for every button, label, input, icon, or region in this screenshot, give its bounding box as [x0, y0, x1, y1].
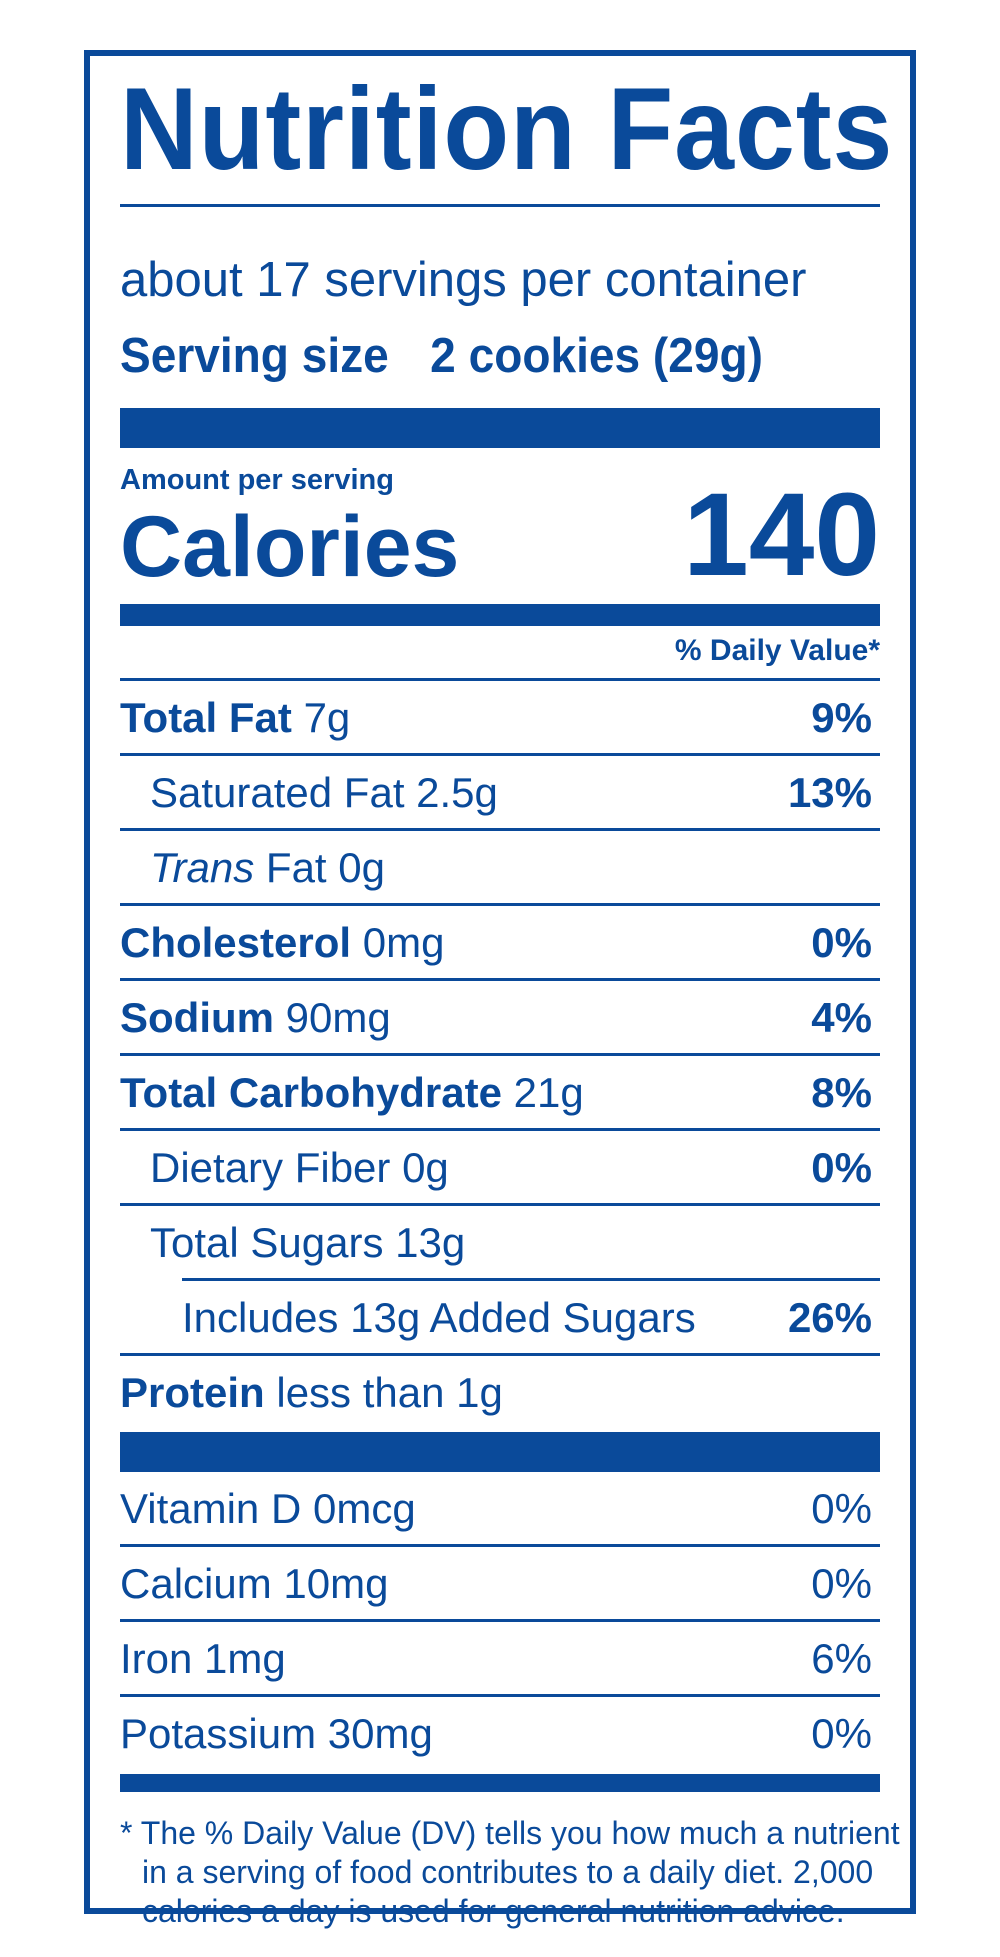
footnote-line: in a serving of food contributes to a da…	[142, 1854, 874, 1891]
row-divider	[120, 1203, 880, 1206]
daily-value-percent: 0%	[811, 1560, 872, 1607]
vitamin-name: Calcium 10mg	[120, 1560, 389, 1607]
nutrient-name: Trans Fat 0g	[150, 844, 385, 891]
vitamin-name: Vitamin D 0mcg	[120, 1485, 416, 1532]
medium-divider	[120, 1774, 880, 1792]
daily-value-percent: 26%	[787, 1294, 872, 1341]
daily-value-percent: 0%	[811, 1144, 872, 1191]
nutrient-row-total-carbohydrate: Total Carbohydrate 21g 8%	[120, 1056, 880, 1131]
amount-per-serving: Amount per serving	[120, 464, 394, 496]
daily-value-percent: 13%	[787, 769, 872, 816]
nutrient-row-trans-fat: Trans Fat 0g	[120, 831, 880, 906]
calories-label: Calories	[120, 499, 460, 595]
row-divider	[120, 903, 880, 906]
medium-divider	[120, 604, 880, 626]
row-divider	[120, 1128, 880, 1131]
nutrient-row-total-fat: Total Fat 7g 9%	[120, 681, 880, 756]
nutrient-name: Saturated Fat 2.5g	[150, 769, 498, 816]
nutrient-row-sodium: Sodium 90mg 4%	[120, 981, 880, 1056]
daily-value-header: % Daily Value*	[674, 634, 880, 667]
serving-size: Serving size 2 cookies (29g)	[120, 332, 763, 381]
row-divider	[120, 1053, 880, 1056]
nutrient-name: Dietary Fiber 0g	[150, 1144, 449, 1191]
row-divider	[120, 1619, 880, 1622]
nutrient-name: Cholesterol 0mg	[120, 919, 445, 966]
daily-value-footnote: * The % Daily Value (DV) tells you how m…	[120, 1814, 900, 1931]
vitamin-name: Iron 1mg	[120, 1635, 286, 1682]
row-divider	[182, 1278, 880, 1281]
vitamin-row-potassium: Potassium 30mg 0%	[120, 1697, 880, 1772]
thick-divider	[120, 1432, 880, 1472]
daily-value-percent: 0%	[811, 919, 872, 966]
nutrition-facts-label: Nutrition Facts about 17 servings per co…	[84, 50, 916, 1929]
serving-size-value: 2 cookies (29g)	[430, 329, 763, 383]
nutrient-row-protein: Protein less than 1g	[120, 1356, 880, 1431]
vitamin-row-vitamin-d: Vitamin D 0mcg 0%	[120, 1472, 880, 1547]
nutrient-row-cholesterol: Cholesterol 0mg 0%	[120, 906, 880, 981]
row-divider	[120, 753, 880, 756]
thick-divider	[120, 408, 880, 448]
vitamin-name: Potassium 30mg	[120, 1710, 433, 1757]
divider	[120, 678, 880, 681]
row-divider	[120, 978, 880, 981]
vitamin-row-iron: Iron 1mg 6%	[120, 1622, 880, 1697]
nutrient-name: Includes 13g Added Sugars	[182, 1294, 696, 1341]
nutrient-row-total-sugars: Total Sugars 13g	[120, 1206, 880, 1281]
daily-value-percent: 0%	[811, 1710, 872, 1757]
daily-value-percent: 8%	[811, 1069, 872, 1116]
daily-value-percent: 6%	[811, 1635, 872, 1682]
row-divider	[120, 1353, 880, 1356]
nutrient-name: Total Fat 7g	[120, 694, 351, 741]
nutrient-name: Total Carbohydrate 21g	[120, 1069, 584, 1116]
footnote-line: calories a day is used for general nutri…	[142, 1893, 845, 1930]
vitamin-row-calcium: Calcium 10mg 0%	[120, 1547, 880, 1622]
nutrition-facts-content: Nutrition Facts about 17 servings per co…	[120, 56, 900, 1929]
servings-per-container: about 17 servings per container	[120, 253, 807, 307]
calories-value: 140	[683, 469, 880, 601]
row-divider	[120, 1694, 880, 1697]
row-divider	[120, 828, 880, 831]
daily-value-percent: 4%	[811, 994, 872, 1041]
serving-size-label: Serving size	[120, 329, 389, 383]
daily-value-percent: 0%	[811, 1485, 872, 1532]
daily-value-percent: 9%	[811, 694, 872, 741]
nutrition-facts-title: Nutrition Facts	[120, 63, 894, 194]
footnote-line: * The % Daily Value (DV) tells you how m…	[120, 1815, 900, 1851]
divider	[120, 204, 880, 207]
nutrient-name: Total Sugars 13g	[150, 1219, 466, 1266]
nutrient-row-saturated-fat: Saturated Fat 2.5g 13%	[120, 756, 880, 831]
nutrient-row-added-sugars: Includes 13g Added Sugars 26%	[120, 1281, 880, 1356]
row-divider	[120, 1544, 880, 1547]
nutrient-row-dietary-fiber: Dietary Fiber 0g 0%	[120, 1131, 880, 1206]
nutrient-name: Sodium 90mg	[120, 994, 391, 1041]
nutrient-name: Protein less than 1g	[120, 1369, 503, 1416]
